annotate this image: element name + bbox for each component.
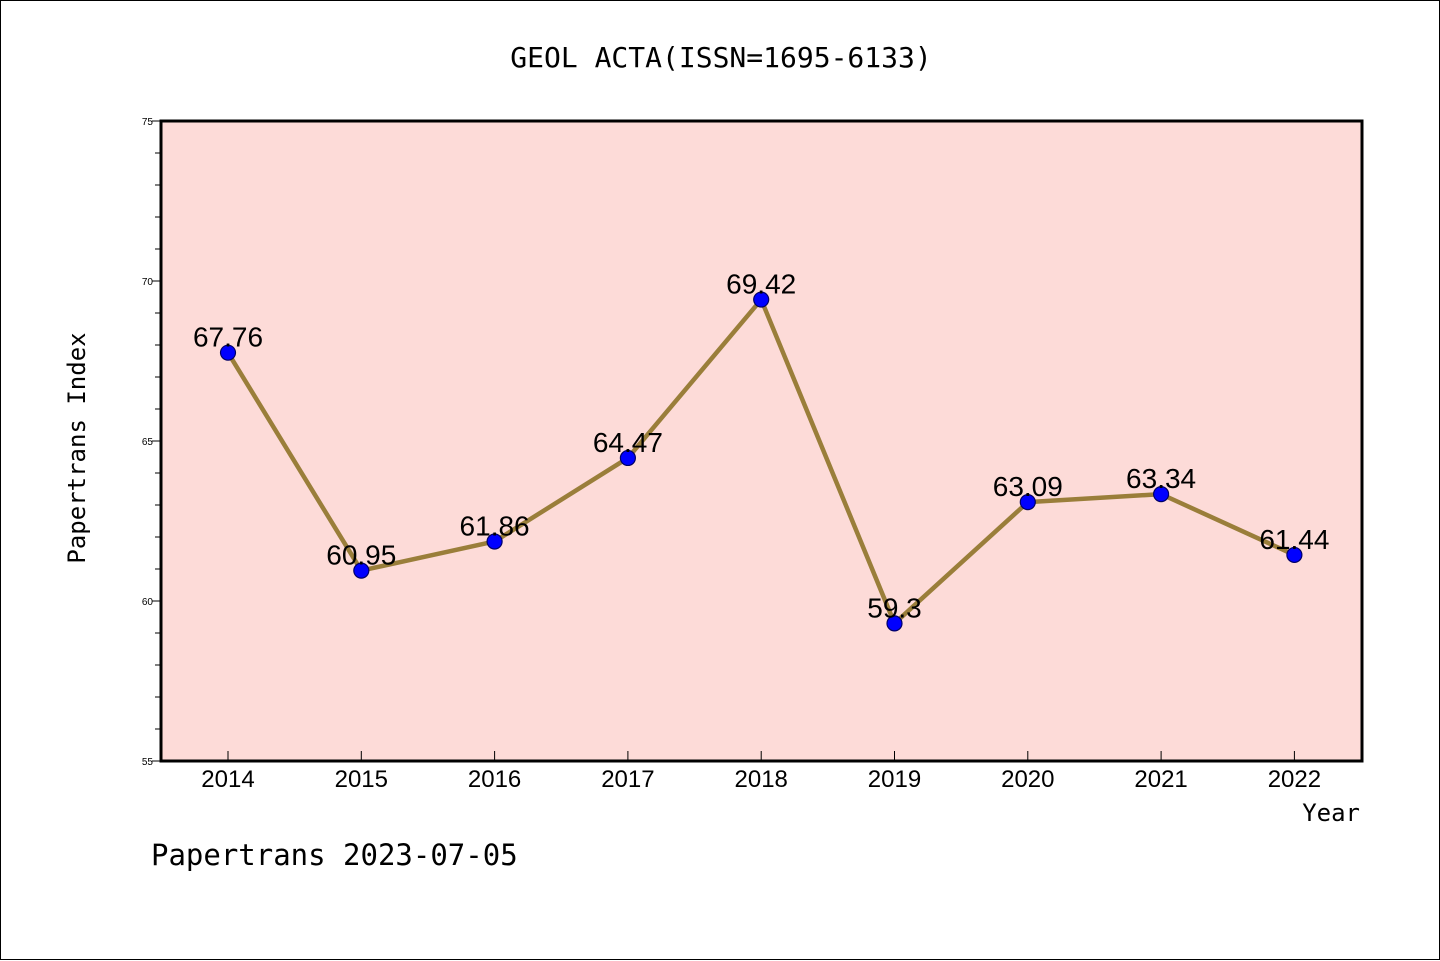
data-label: 63.09 (993, 471, 1063, 502)
chart-title: GEOL ACTA(ISSN=1695-6133) (510, 41, 931, 74)
y-axis: 55 60 65 70 75 (142, 117, 161, 768)
y-tick-label: 70 (142, 277, 154, 288)
x-tick-label: 2017 (601, 766, 654, 793)
data-point (219, 344, 237, 361)
data-label: 69.42 (726, 269, 796, 300)
data-labels: 67.76 60.95 61.86 64.47 69.42 59.3 63.09 63.34 6… (193, 269, 1329, 624)
plot-border (159, 119, 1364, 763)
x-tick-label: 2021 (1134, 766, 1187, 793)
x-axis-label: Year (1302, 799, 1360, 827)
y-tick-label: 55 (142, 757, 154, 768)
x-tick-label: 2018 (735, 766, 788, 793)
data-point (486, 533, 503, 550)
data-label: 60.95 (326, 540, 396, 571)
data-label: 59.3 (867, 592, 922, 623)
y-tick-label: 75 (142, 117, 154, 128)
plot-area (161, 121, 1362, 761)
x-tick-label: 2014 (201, 766, 254, 793)
data-label: 61.86 (460, 510, 530, 541)
y-tick-label: 65 (142, 437, 154, 448)
data-label: 67.76 (193, 322, 263, 353)
x-tick-label: 2022 (1268, 766, 1321, 793)
data-point (753, 291, 770, 308)
x-tick-label: 2016 (468, 766, 521, 793)
data-label: 63.34 (1126, 463, 1196, 494)
data-point (353, 562, 370, 579)
data-point (886, 615, 903, 632)
x-tick-label: 2015 (335, 766, 388, 793)
x-axis: 2014 2015 2016 2017 2018 2019 2020 2021 2022 (201, 751, 1321, 793)
data-point (619, 449, 637, 467)
y-axis-label: Papertrans Index (63, 332, 91, 563)
y-tick-label: 60 (142, 597, 154, 608)
data-point (1286, 546, 1303, 564)
x-tick-label: 2019 (868, 766, 921, 793)
data-label: 64.47 (593, 427, 663, 458)
data-point (1152, 486, 1170, 503)
x-tick-label: 2020 (1001, 766, 1054, 793)
series-papertrans-index (219, 291, 1303, 632)
data-point (1019, 494, 1036, 511)
data-label: 61.44 (1259, 524, 1329, 555)
footer-credit: Papertrans 2023-07-05 (151, 838, 518, 872)
